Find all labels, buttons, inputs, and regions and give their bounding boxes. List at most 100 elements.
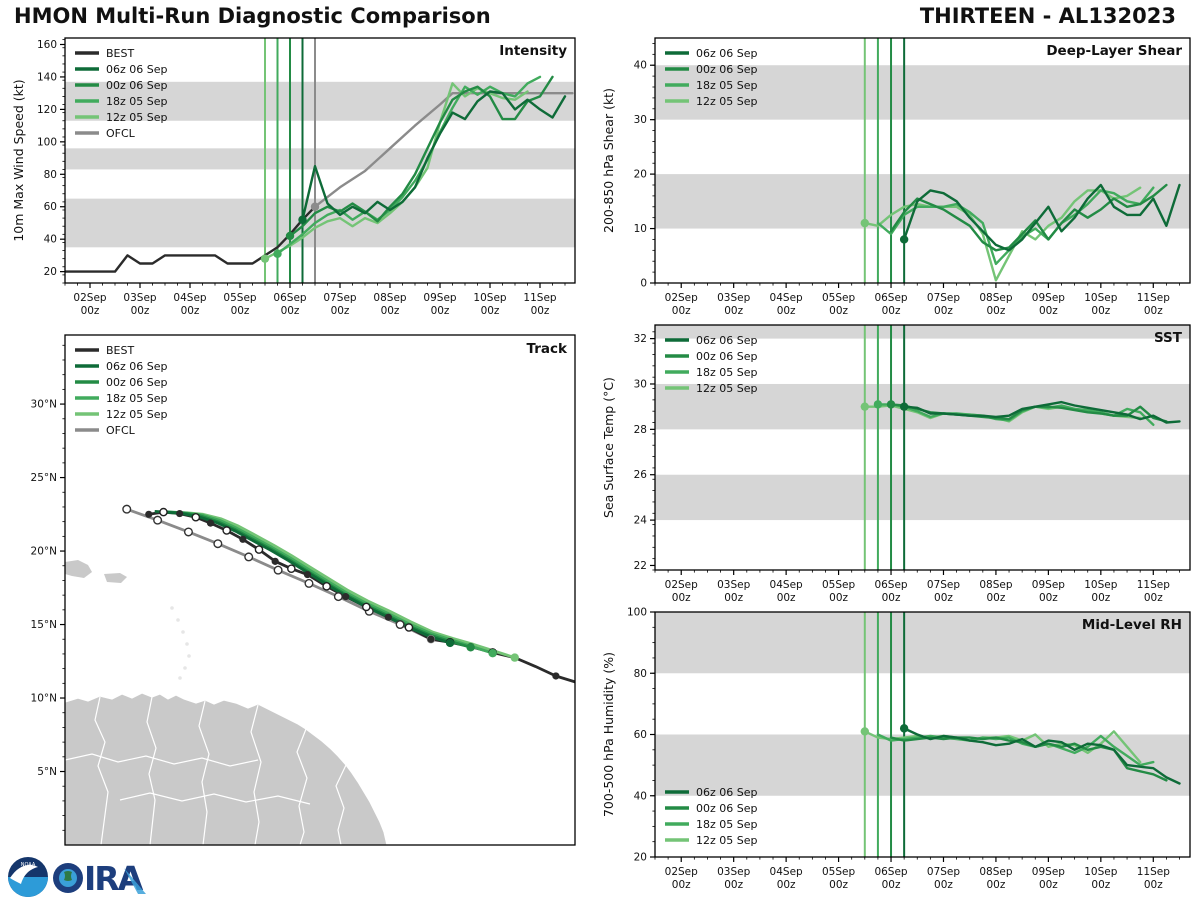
legend-item-run_18z: 18z 05 Sep (665, 818, 758, 831)
series-run_06z (902, 400, 1181, 424)
panel-title: Track (527, 341, 568, 357)
series-start-marker (260, 254, 270, 263)
legend-label: 12z 05 Sep (696, 834, 758, 847)
legend-item-run_00z: 00z 06 Sep (75, 376, 168, 389)
y-tick-label: 160 (37, 39, 57, 51)
ofcl-position-marker (122, 504, 132, 514)
ofcl-position-marker (333, 592, 343, 602)
x-tick-label: 08Sep (373, 292, 406, 304)
legend-label: 12z 05 Sep (106, 111, 168, 124)
track-run_18z (166, 510, 494, 655)
x-tick-sublabel: 00z (281, 305, 300, 317)
best-fix-marker-open (254, 545, 264, 554)
legend-label: 00z 06 Sep (106, 79, 168, 92)
x-tick-label: 02Sep (665, 579, 698, 591)
panel-shear: 02Sep00z03Sep00z04Sep00z05Sep00z06Sep00z… (601, 37, 1191, 317)
y-tick-label: 40 (44, 234, 57, 246)
x-tick-label: 07Sep (927, 579, 960, 591)
panel-rh: 02Sep00z03Sep00z04Sep00z05Sep00z06Sep00z… (601, 607, 1191, 891)
x-tick-sublabel: 00z (934, 305, 953, 317)
lat-tick-label: 25°N (31, 472, 57, 484)
legend-label: 18z 05 Sep (106, 392, 168, 405)
lat-tick-label: 20°N (31, 546, 57, 558)
y-axis-title: Sea Surface Temp (°C) (601, 377, 616, 518)
y-tick-label: 30 (634, 378, 647, 390)
country-border (250, 704, 262, 845)
series-best (65, 205, 317, 273)
best-fix-marker (342, 593, 350, 601)
x-tick-label: 09Sep (1032, 866, 1065, 878)
panel-title: Deep-Layer Shear (1046, 43, 1182, 59)
x-tick-sublabel: 00z (1144, 879, 1163, 891)
country-border (94, 696, 109, 845)
legend-label: BEST (106, 47, 134, 60)
series-start-marker (285, 231, 295, 241)
country-border (146, 696, 157, 845)
legend-item-run_06z: 06z 06 Sep (665, 47, 758, 60)
x-tick-label: 10Sep (473, 292, 506, 304)
model-start-marker (488, 648, 497, 658)
logo-graphics: NOAA IRA (8, 857, 146, 898)
series-run_18z (276, 75, 542, 255)
x-tick-sublabel: 00z (672, 305, 691, 317)
legend-label: BEST (106, 344, 134, 357)
legend-item-run_18z: 18z 05 Sep (75, 95, 168, 108)
legend-label: 06z 06 Sep (106, 63, 168, 76)
panel-frame (654, 324, 1191, 571)
legend-label: 12z 05 Sep (696, 382, 758, 395)
legend-item-run_00z: 00z 06 Sep (665, 802, 758, 815)
best-fix-marker-open (361, 602, 371, 612)
x-tick-sublabel: 00z (986, 879, 1005, 891)
legend-item-run_00z: 00z 06 Sep (665, 350, 758, 363)
x-tick-label: 06Sep (273, 292, 306, 304)
shaded-band (655, 612, 1190, 674)
x-tick-label: 08Sep (979, 292, 1012, 304)
cira-logo: IRA (53, 859, 146, 898)
y-axis-title: 700-500 hPa Humidity (%) (601, 652, 616, 817)
x-tick-label: 11Sep (1137, 866, 1170, 878)
x-tick-sublabel: 00z (481, 305, 500, 317)
legend-item-run_18z: 18z 05 Sep (75, 392, 168, 405)
x-tick-sublabel: 00z (331, 305, 350, 317)
shaded-band (655, 474, 1190, 521)
x-tick-sublabel: 00z (934, 592, 953, 604)
best-fix-marker (271, 557, 279, 565)
x-tick-label: 06Sep (874, 866, 907, 878)
series-start-marker (899, 402, 909, 411)
legend-item-run_00z: 00z 06 Sep (75, 79, 168, 92)
x-tick-label: 03Sep (717, 579, 750, 591)
series-start-marker (298, 215, 307, 224)
lesser-antilles-island (176, 618, 180, 622)
shaded-band (65, 198, 575, 248)
country-border (119, 792, 311, 805)
puerto-rico-island (104, 573, 127, 583)
x-tick-sublabel: 00z (882, 879, 901, 891)
shaded-band (65, 148, 575, 170)
x-tick-sublabel: 00z (829, 879, 848, 891)
legend-label: 12z 05 Sep (696, 95, 758, 108)
lesser-antilles-island (181, 630, 185, 634)
best-fix-marker-open (191, 512, 201, 522)
x-tick-sublabel: 00z (181, 305, 200, 317)
x-tick-sublabel: 00z (1144, 305, 1163, 317)
x-tick-label: 06Sep (874, 292, 907, 304)
x-tick-sublabel: 00z (1091, 879, 1110, 891)
legend-item-best: BEST (75, 47, 134, 60)
best-fix-marker-open (159, 507, 168, 517)
panel-title: Mid-Level RH (1082, 617, 1182, 633)
y-tick-label: 20 (634, 852, 647, 864)
shaded-band (655, 325, 1190, 339)
legend-item-best: BEST (75, 344, 134, 357)
south-america-landmass (65, 692, 388, 845)
legend-item-run_06z: 06z 06 Sep (75, 360, 168, 373)
x-tick-label: 07Sep (323, 292, 356, 304)
panel-frame (64, 334, 576, 846)
best-fix-marker (206, 519, 215, 527)
storm-title: THIRTEEN - AL132023 (919, 4, 1176, 28)
y-tick-label: 20 (44, 266, 57, 278)
legend-label: 18z 05 Sep (696, 79, 758, 92)
x-tick-sublabel: 00z (1039, 879, 1058, 891)
lesser-antilles-island (185, 642, 189, 646)
country-border (198, 700, 210, 845)
